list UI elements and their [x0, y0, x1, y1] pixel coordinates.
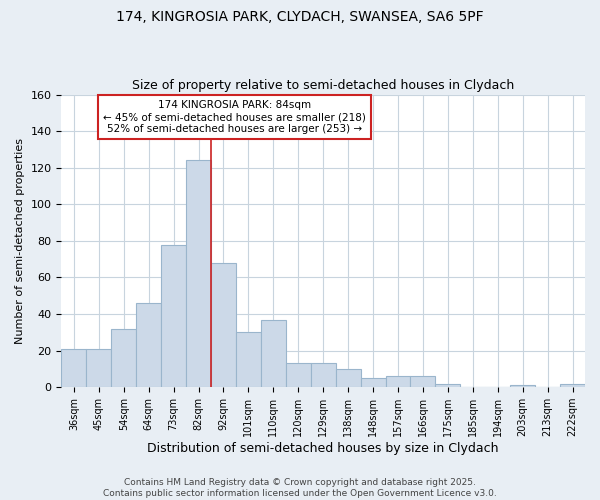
Title: Size of property relative to semi-detached houses in Clydach: Size of property relative to semi-detach… — [132, 79, 514, 92]
Bar — [436, 384, 460, 387]
Bar — [161, 244, 186, 387]
Text: Contains HM Land Registry data © Crown copyright and database right 2025.
Contai: Contains HM Land Registry data © Crown c… — [103, 478, 497, 498]
Bar — [61, 349, 86, 387]
Bar — [410, 376, 436, 387]
Bar — [510, 386, 535, 387]
Bar — [211, 263, 236, 387]
Bar — [261, 320, 286, 387]
Bar — [311, 364, 335, 387]
Bar — [236, 332, 261, 387]
Bar — [386, 376, 410, 387]
Bar — [560, 384, 585, 387]
Text: 174 KINGROSIA PARK: 84sqm
← 45% of semi-detached houses are smaller (218)
52% of: 174 KINGROSIA PARK: 84sqm ← 45% of semi-… — [103, 100, 365, 134]
Bar — [286, 364, 311, 387]
Bar — [86, 349, 111, 387]
Text: 174, KINGROSIA PARK, CLYDACH, SWANSEA, SA6 5PF: 174, KINGROSIA PARK, CLYDACH, SWANSEA, S… — [116, 10, 484, 24]
Bar — [136, 303, 161, 387]
Bar — [111, 328, 136, 387]
X-axis label: Distribution of semi-detached houses by size in Clydach: Distribution of semi-detached houses by … — [148, 442, 499, 455]
Bar — [361, 378, 386, 387]
Y-axis label: Number of semi-detached properties: Number of semi-detached properties — [15, 138, 25, 344]
Bar — [186, 160, 211, 387]
Bar — [335, 369, 361, 387]
